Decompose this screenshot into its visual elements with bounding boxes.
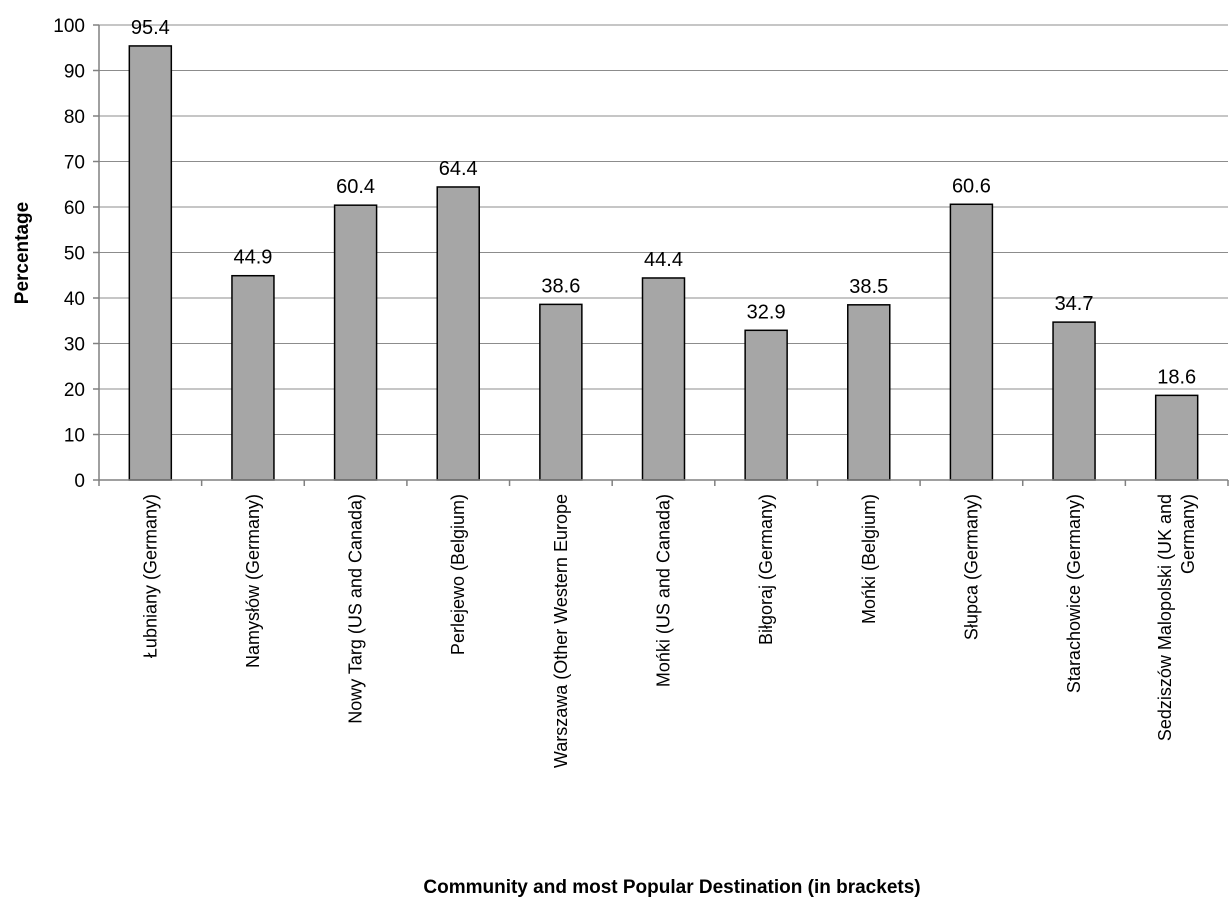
data-label: 44.9: [233, 247, 272, 269]
y-tick-label: 0: [74, 471, 85, 492]
bar: [1154, 394, 1199, 481]
data-label: 44.4: [644, 249, 683, 271]
bar: [1052, 321, 1096, 481]
data-label: 38.5: [849, 276, 888, 298]
y-tick-label: 80: [64, 107, 85, 128]
x-category-label: Sedziszów Malopolski (UK and: [1155, 494, 1175, 741]
bar: [744, 329, 788, 481]
y-tick-label: 20: [64, 380, 85, 401]
y-axis-title: Percentage: [12, 202, 33, 304]
data-label: 64.4: [439, 158, 478, 180]
y-tick-label: 40: [64, 289, 85, 310]
x-category-label: Namysłów (Germany): [243, 494, 263, 668]
bar: [539, 303, 583, 481]
data-label: 60.6: [952, 175, 991, 197]
x-category-label: Germany): [1178, 494, 1198, 574]
data-label: 38.6: [541, 275, 580, 297]
x-category-label: Nowy Targ (US and Canada): [346, 494, 366, 724]
axes: [98, 25, 1228, 481]
bar: [847, 304, 891, 481]
x-category-label: Biłgoraj (Germany): [756, 494, 776, 645]
y-tick-label: 50: [64, 244, 85, 265]
x-category-label: Mońki (US and Canada): [654, 494, 674, 687]
category-labels: Łubniany (Germany) Namysłów (Germany) Nowy…: [140, 494, 1198, 768]
bar: [949, 203, 994, 481]
data-label: 34.7: [1055, 293, 1094, 315]
x-category-label: Łubniany (Germany): [140, 494, 160, 658]
x-category-label: Warszawa (Other Western Europe: [551, 494, 571, 768]
bar: [128, 45, 173, 481]
y-tick-label: 100: [53, 16, 85, 37]
x-category-label: Mońki (Belgium): [859, 494, 879, 624]
y-tick-label: 70: [64, 153, 85, 174]
data-label: 60.4: [336, 176, 375, 198]
y-tick-labels: 0 10 20 30 40 50 60 70 80 90 100: [53, 16, 85, 492]
y-tick-label: 30: [64, 335, 85, 356]
bars: [128, 45, 1199, 481]
x-category-label: Słupca (Germany): [961, 494, 981, 640]
bar: [231, 274, 275, 481]
bar: [333, 204, 378, 481]
x-category-label: Perlejewo (Belgium): [448, 494, 468, 655]
bar: [641, 277, 686, 481]
data-label: 32.9: [747, 301, 786, 323]
x-category-label: Starachowice (Germany): [1064, 494, 1084, 693]
data-labels: 95.4 44.9 60.4 64.4 38.6 44.4 32.9 38.5 60.6 34.7…: [131, 17, 1196, 388]
y-tick-label: 90: [64, 62, 85, 83]
x-axis-title: Community and most Popular Destination (…: [423, 877, 920, 898]
y-tick-label: 60: [64, 198, 85, 219]
data-label: 95.4: [131, 17, 170, 39]
bar: [436, 186, 480, 481]
y-tick-label: 10: [64, 426, 85, 447]
data-label: 18.6: [1157, 366, 1196, 388]
